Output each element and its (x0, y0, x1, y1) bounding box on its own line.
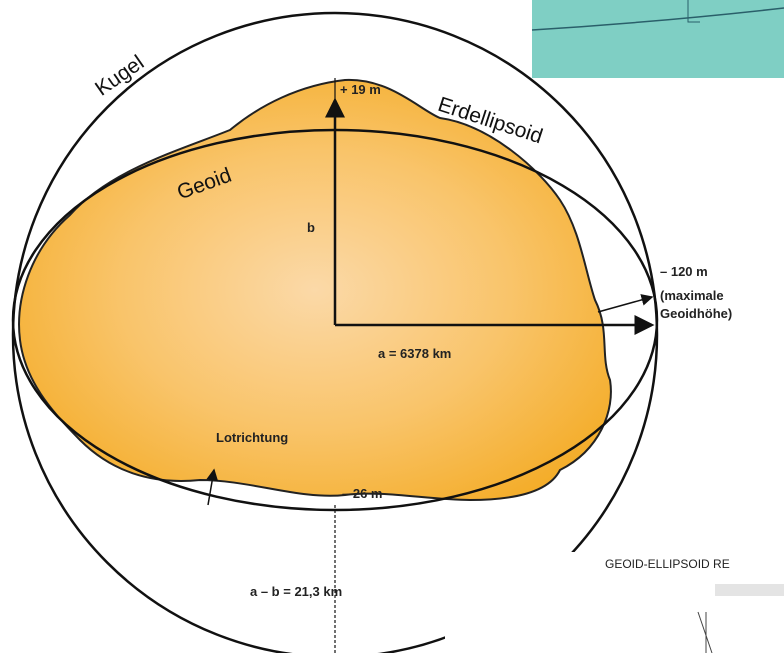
inset-caption-blur (715, 584, 784, 596)
inset-bottom: GEOID-ELLIPSOID RE (445, 552, 784, 653)
bottom-height-label: – 26 m (342, 486, 382, 501)
max-height-arrow (597, 294, 654, 313)
plumb-line-arrow (206, 468, 219, 506)
inset-drawing (697, 611, 713, 653)
semi-major-label: a = 6378 km (378, 346, 451, 361)
inset-top (531, 0, 784, 78)
inset-title: GEOID-ELLIPSOID RE (605, 557, 730, 571)
max-height-note: (maximale (660, 288, 724, 303)
geoid-shape (18, 78, 612, 502)
flattening-label: a – b = 21,3 km (250, 584, 342, 599)
max-height-note: Geoidhöhe) (660, 306, 732, 321)
inset-background (445, 552, 784, 653)
top-height-label: + 19 m (340, 82, 381, 97)
inset-curve (531, 7, 784, 31)
plumb-line-label: Lotrichtung (216, 430, 288, 445)
max-height-value: – 120 m (660, 264, 708, 279)
sphere-label: Kugel (91, 51, 148, 101)
inset-mark (687, 0, 700, 23)
semi-minor-label: b (307, 220, 315, 235)
